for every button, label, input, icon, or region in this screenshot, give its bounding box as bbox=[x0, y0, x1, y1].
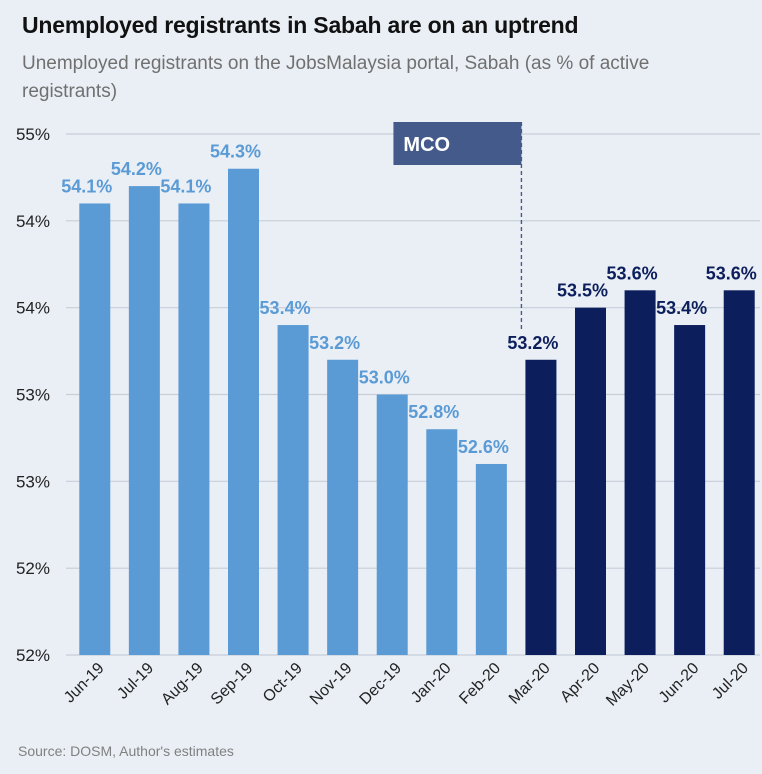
bar bbox=[426, 429, 458, 655]
x-tick-label: May-20 bbox=[603, 660, 653, 710]
x-tick-label: Jun-20 bbox=[656, 660, 703, 707]
data-label: 53.0% bbox=[359, 368, 410, 388]
data-label: 53.4% bbox=[260, 298, 311, 318]
x-tick-label: Oct-19 bbox=[260, 660, 306, 706]
chart-subtitle: Unemployed registrants on the JobsMalays… bbox=[22, 53, 650, 102]
data-label: 53.5% bbox=[557, 281, 608, 301]
x-tick-label: Jun-19 bbox=[61, 660, 108, 707]
chart-title: Unemployed registrants in Sabah are on a… bbox=[22, 12, 579, 38]
x-tick-label: Jul-19 bbox=[114, 660, 157, 703]
bar bbox=[624, 290, 656, 655]
x-tick-label: Nov-19 bbox=[307, 660, 356, 709]
data-label: 53.6% bbox=[607, 263, 658, 283]
bar bbox=[575, 307, 606, 655]
y-tick-label: 54% bbox=[16, 299, 50, 318]
x-tick-label: Dec-19 bbox=[357, 660, 406, 709]
x-tick-label: Mar-20 bbox=[506, 660, 554, 708]
data-label: 54.1% bbox=[160, 176, 211, 196]
y-tick-label: 53% bbox=[16, 472, 50, 491]
gridlines bbox=[66, 133, 760, 656]
y-axis-ticks: 52% 52% 53% 53% 54% 54% 55% bbox=[16, 125, 50, 665]
data-label: 52.6% bbox=[458, 437, 509, 457]
source-note: Source: DOSM, Author's estimates bbox=[18, 743, 234, 759]
bar bbox=[228, 168, 259, 655]
data-labels: 54.1%54.2%54.1% 54.3% 53.4% 53.2% 53.0% 52.8%… bbox=[61, 142, 756, 457]
bar bbox=[327, 359, 359, 655]
x-tick-label: Apr-20 bbox=[557, 660, 603, 706]
x-tick-label: Sep-19 bbox=[208, 660, 257, 709]
data-label: 52.8% bbox=[408, 402, 459, 422]
mco-label: MCO bbox=[403, 134, 450, 156]
bars bbox=[79, 168, 755, 655]
data-label: 53.2% bbox=[309, 333, 360, 353]
data-label: 53.2% bbox=[507, 333, 558, 353]
y-tick-label: 52% bbox=[16, 559, 50, 578]
x-tick-label: Aug-19 bbox=[158, 660, 207, 709]
data-label: 54.2% bbox=[111, 159, 162, 179]
y-tick-label: 53% bbox=[16, 386, 50, 405]
data-label: 53.6% bbox=[706, 263, 757, 283]
y-tick-label: 52% bbox=[16, 646, 50, 665]
bar bbox=[128, 186, 160, 655]
bar bbox=[475, 463, 507, 655]
x-tick-label: Feb-20 bbox=[456, 660, 504, 708]
mco-annotation: MCO bbox=[393, 122, 523, 330]
bar bbox=[79, 203, 111, 655]
mco-label-box bbox=[393, 122, 522, 165]
x-tick-label: Jan-20 bbox=[408, 660, 455, 707]
y-tick-label: 55% bbox=[16, 125, 50, 144]
data-label: 54.1% bbox=[61, 176, 112, 196]
data-label: 53.4% bbox=[656, 298, 707, 318]
bar bbox=[674, 325, 706, 655]
bar bbox=[376, 394, 408, 655]
x-axis-ticks: Jun-19 Jul-19 Aug-19 Sep-19 Oct-19 Nov-19 Dec-… bbox=[61, 660, 752, 710]
bar bbox=[525, 359, 557, 655]
bar bbox=[178, 203, 210, 655]
bar bbox=[723, 290, 755, 655]
x-tick-label: Jul-20 bbox=[709, 660, 752, 703]
y-tick-label: 54% bbox=[16, 212, 50, 231]
bar bbox=[277, 325, 309, 655]
data-label: 54.3% bbox=[210, 142, 261, 162]
